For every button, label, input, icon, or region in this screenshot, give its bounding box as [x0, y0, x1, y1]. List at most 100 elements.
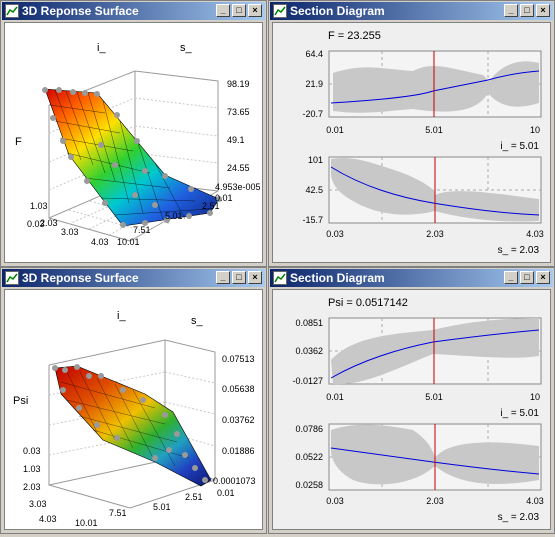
x-tick-label: 0.03: [326, 229, 344, 239]
y-tick-label: 0.0851: [295, 318, 323, 328]
x-tick-label: 4.03: [39, 514, 57, 524]
surface-mesh: [49, 89, 211, 220]
section-plot-s[interactable]: 101 42.5 -15.7 0.03 2.03 4.03 s_ = 2.03: [302, 155, 543, 256]
chart-window-icon: [273, 4, 287, 18]
y-tick-label: 0.0786: [295, 424, 323, 434]
z-tick-label: 98.19: [227, 79, 250, 89]
x-tick-label: 0.03: [326, 496, 344, 506]
y-tick-label: 7.51: [133, 225, 151, 235]
response-curve: [330, 447, 540, 475]
response-surface: [44, 88, 220, 227]
window-title: 3D Reponse Surface: [22, 4, 139, 18]
section-plot-s[interactable]: 0.0786 0.0522 0.0258 0.03 2.03 4.03 s_ =…: [295, 423, 544, 523]
section-window-psi: Section Diagram _ □ × Psi = 0.0517142 0.…: [268, 267, 555, 534]
x-tick-label: 1.03: [23, 464, 41, 474]
x-tick-label: 4.03: [91, 237, 109, 247]
response-curve: [330, 166, 540, 216]
section-plots-f: F = 23.255 64.4 21.9 -20.7 0.01 5.01 10: [302, 30, 543, 256]
z-tick-label: 0.05638: [222, 384, 255, 394]
minimize-button[interactable]: _: [216, 271, 230, 284]
section-label: s_ = 2.03: [498, 512, 540, 523]
y-tick-label: 10.01: [75, 518, 98, 528]
surface-window-psi: 3D Reponse Surface _ □ ×: [0, 267, 267, 534]
z-tick-label: 0.07513: [222, 354, 255, 364]
close-button[interactable]: ×: [248, 4, 262, 17]
surface-plot-area[interactable]: i_ s_ Psi 0.07513 0.05638 0.03762 0.0188…: [4, 289, 263, 530]
window-title: Section Diagram: [290, 4, 385, 18]
x-tick-label: 3.03: [61, 227, 79, 237]
axis-title-x: i_: [97, 42, 106, 54]
window-title: Section Diagram: [290, 271, 385, 285]
surface-mesh: [60, 367, 190, 467]
surface-plot-psi: i_ s_ Psi 0.07513 0.05638 0.03762 0.0188…: [13, 310, 256, 528]
close-button[interactable]: ×: [248, 271, 262, 284]
chart-window-icon: [5, 4, 19, 18]
x-tick-label: 2.03: [426, 496, 444, 506]
section-plot-area[interactable]: F = 23.255 64.4 21.9 -20.7 0.01 5.01 10: [272, 22, 551, 263]
maximize-button[interactable]: □: [520, 271, 534, 284]
x-tick-label: 5.01: [425, 392, 443, 402]
close-button[interactable]: ×: [536, 4, 550, 17]
x-tick-label: 5.01: [425, 125, 443, 135]
x-tick-label: 2.03: [40, 218, 58, 228]
x-tick-label: 0.03: [27, 219, 45, 229]
confidence-band: [333, 61, 539, 113]
section-label: s_ = 2.03: [498, 245, 540, 256]
section-label: i_ = 5.01: [500, 408, 539, 419]
minimize-button[interactable]: _: [216, 4, 230, 17]
section-plots-psi: Psi = 0.0517142 0.0851 0.0362 -0.0127 0.…: [292, 297, 544, 523]
y-tick-label: 2.51: [185, 492, 203, 502]
surface-plot-f: i_ s_ F 98.19 73.65 49.1 24.55 4.953e-00…: [15, 42, 261, 247]
y-tick-label: 7.51: [109, 508, 127, 518]
y-tick-label: -0.0127: [292, 376, 323, 386]
value-readout: F = 23.255: [328, 30, 381, 42]
title-bar[interactable]: 3D Reponse Surface _ □ ×: [2, 269, 265, 287]
x-tick-label: 0.01: [326, 125, 344, 135]
y-tick-label: 0.0362: [295, 346, 323, 356]
minimize-button[interactable]: _: [504, 4, 518, 17]
x-tick-label: 0.03: [23, 446, 41, 456]
title-bar[interactable]: Section Diagram _ □ ×: [270, 269, 553, 287]
y-tick-label: 0.01: [215, 193, 233, 203]
axis-title-z: Psi: [13, 395, 28, 407]
z-tick-label: 73.65: [227, 107, 250, 117]
maximize-button[interactable]: □: [232, 4, 246, 17]
y-tick-label: 64.4: [305, 49, 323, 59]
y-tick-label: 0.01: [217, 488, 235, 498]
confidence-band: [331, 318, 539, 385]
y-tick-label: 2.51: [202, 201, 220, 211]
maximize-button[interactable]: □: [520, 4, 534, 17]
close-button[interactable]: ×: [536, 271, 550, 284]
x-tick-label: 2.03: [426, 229, 444, 239]
sample-points: [42, 87, 222, 228]
chart-window-icon: [273, 271, 287, 285]
x-tick-label: 0.01: [326, 392, 344, 402]
chart-window-icon: [5, 271, 19, 285]
section-label: i_ = 5.01: [500, 141, 539, 152]
response-curve: [330, 329, 540, 379]
x-tick-label: 4.03: [526, 229, 544, 239]
title-bar[interactable]: Section Diagram _ □ ×: [270, 2, 553, 20]
section-plot-i[interactable]: 0.0851 0.0362 -0.0127 0.01 5.01 10 i_ = …: [292, 317, 542, 419]
x-tick-label: 10: [530, 392, 540, 402]
value-readout: Psi = 0.0517142: [328, 297, 408, 309]
y-tick-label: 0.0258: [295, 480, 323, 490]
y-tick-label: 10.01: [117, 237, 140, 247]
y-tick-label: 42.5: [305, 185, 323, 195]
y-tick-label: 5.01: [165, 211, 183, 221]
surface-plot-area[interactable]: i_ s_ F 98.19 73.65 49.1 24.55 4.953e-00…: [4, 22, 263, 263]
z-tick-label: 4.953e-005: [215, 182, 261, 192]
minimize-button[interactable]: _: [504, 271, 518, 284]
surface-window-f: 3D Reponse Surface _ □ ×: [0, 0, 267, 267]
maximize-button[interactable]: □: [232, 271, 246, 284]
section-plot-i[interactable]: 64.4 21.9 -20.7 0.01 5.01 10 i_ = 5.01: [302, 49, 542, 152]
sample-points: [52, 364, 208, 483]
y-tick-label: 101: [308, 155, 323, 165]
y-tick-label: 21.9: [305, 79, 323, 89]
title-bar[interactable]: 3D Reponse Surface _ □ ×: [2, 2, 265, 20]
window-title: 3D Reponse Surface: [22, 271, 139, 285]
x-tick-label: 4.03: [526, 496, 544, 506]
z-tick-label: 0.03762: [222, 415, 255, 425]
section-plot-area[interactable]: Psi = 0.0517142 0.0851 0.0362 -0.0127 0.…: [272, 289, 551, 530]
y-tick-label: 5.01: [153, 502, 171, 512]
